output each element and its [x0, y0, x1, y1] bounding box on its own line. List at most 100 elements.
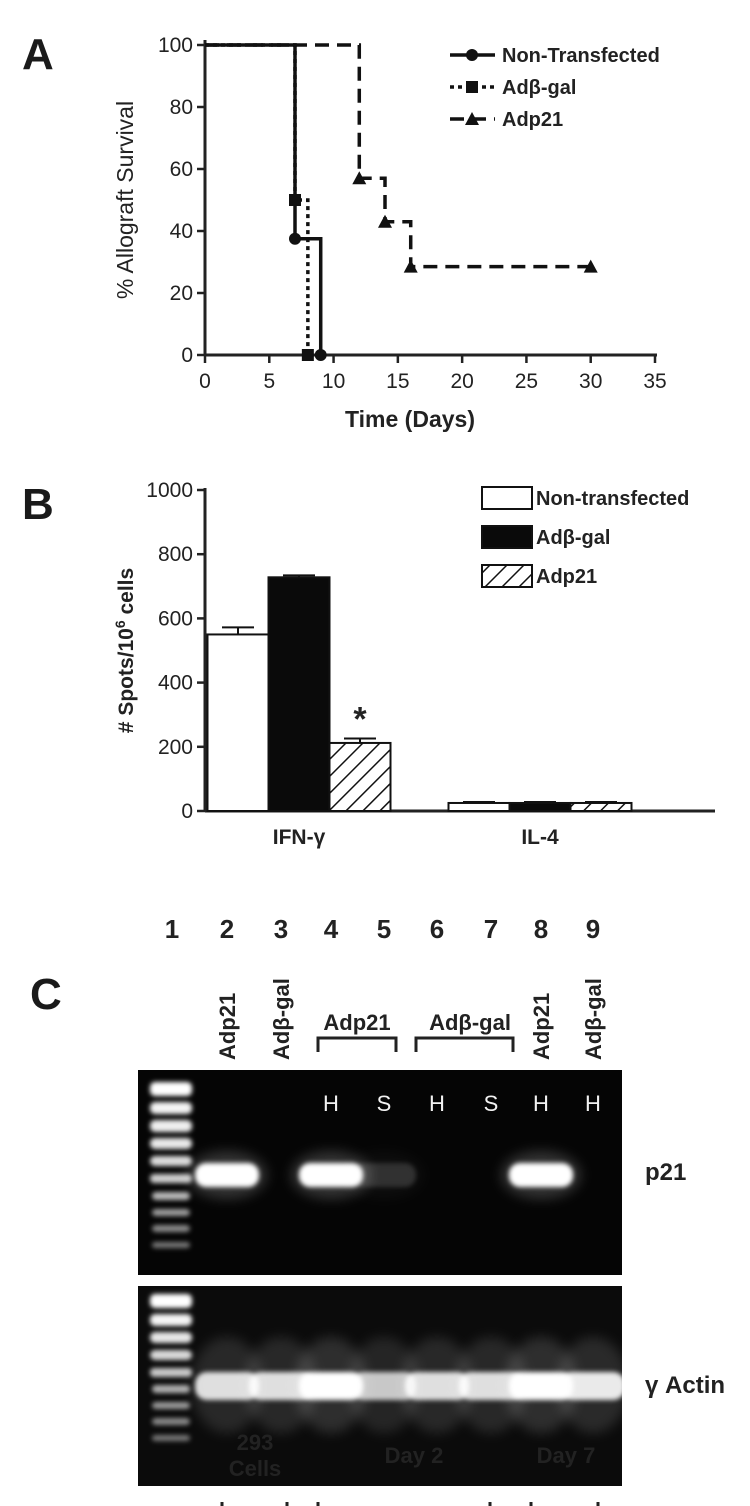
legend-label: Adβ-gal [536, 527, 610, 549]
marker-circle [314, 349, 327, 361]
y-tick-label: 600 [158, 607, 193, 630]
tissue-label-5: S [377, 1091, 392, 1116]
bottom-label-293: 293 [236, 1430, 274, 1455]
bottom-label-cells: Cells [228, 1456, 282, 1481]
lane-label-2: Adp21 [215, 993, 240, 1060]
y-tick-label: 40 [170, 220, 193, 243]
x-tick-label: 5 [263, 370, 275, 393]
marker-triangle [352, 171, 367, 185]
bar [569, 801, 633, 813]
lane-label-9: Adβ-gal [581, 978, 606, 1060]
bottom-label-day7: Day 7 [536, 1443, 596, 1468]
significance-annotation: * [353, 700, 367, 738]
lane-number: 2 [220, 914, 234, 944]
actin-band [299, 1372, 363, 1400]
actin-band [405, 1372, 469, 1400]
x-tick-label: 15 [386, 370, 409, 393]
bracket-day7 [529, 1502, 600, 1506]
bracket-day2 [316, 1502, 492, 1506]
y-tick-label: 800 [158, 543, 193, 566]
legend-swatch [481, 525, 533, 549]
p21-band [509, 1163, 573, 1187]
marker-square [289, 194, 301, 206]
legend-label: Non-transfected [536, 488, 689, 510]
lane-numbers: 1 2 3 4 5 6 7 8 9 [165, 914, 600, 944]
series-line [205, 43, 310, 355]
bracket-293-cells [220, 1502, 289, 1506]
y-tick-label: 0 [181, 800, 193, 823]
lane-number: 8 [534, 914, 548, 944]
x-tick-label: 20 [450, 370, 473, 393]
gel-figure: 1 2 3 4 5 6 7 8 9 Adp21 Adβ-gal Adp21 Ad… [138, 914, 725, 1506]
x-tick-label: 30 [579, 370, 602, 393]
y-axis-label: # Spots/106 cells [112, 568, 138, 733]
panel-letter-a: A [22, 30, 54, 79]
category-label: IL-4 [521, 826, 559, 849]
bar [267, 576, 331, 812]
marker-triangle [378, 214, 392, 228]
actin-band [352, 1372, 416, 1400]
legend-swatch [481, 564, 533, 588]
category-label: IFN-γ [273, 826, 326, 849]
legend-swatch [481, 486, 533, 510]
p21-bands [187, 1151, 581, 1199]
y-tick-label: 400 [158, 672, 193, 695]
x-tick-label: 10 [322, 370, 345, 393]
group-label-adbgal: Adβ-gal [429, 1010, 511, 1035]
y-tick-label: 20 [170, 282, 193, 305]
y-tick-label: 60 [170, 158, 193, 181]
y-tick-label: 100 [158, 34, 193, 57]
elispot-bar-chart: 0 200 400 600 800 1000 # Spots/106 cells IFN-γ I… [112, 479, 715, 849]
actin-band [509, 1372, 573, 1400]
marker-circle [466, 49, 478, 61]
lane-number: 4 [324, 914, 339, 944]
actin-band [561, 1372, 625, 1400]
tissue-label-7: S [484, 1091, 499, 1116]
actin-bands [191, 1337, 629, 1433]
group-label-adp21: Adp21 [323, 1010, 390, 1035]
tissue-label-9: H [585, 1091, 601, 1116]
marker-triangle [403, 259, 418, 273]
survival-chart: 0 5 10 15 20 25 30 35 0 20 40 60 80 100 Time (Days) % A… [112, 34, 667, 432]
p21-band [195, 1163, 259, 1187]
y-tick-label: 1000 [146, 479, 193, 502]
x-axis-label: Time (Days) [345, 406, 475, 432]
tissue-label-6: H [429, 1091, 445, 1116]
panel-letter-b: B [22, 480, 54, 529]
panel-letter-c: C [30, 970, 62, 1019]
lane-label-3: Adβ-gal [269, 978, 294, 1060]
actin-band [195, 1372, 259, 1400]
marker-triangle [583, 259, 598, 273]
legend-label: Adβ-gal [502, 77, 576, 99]
group-adbgal: Adβ-gal [414, 1010, 515, 1052]
series-line [205, 43, 591, 269]
lane-number: 6 [430, 914, 444, 944]
y-tick-label: 0 [181, 344, 193, 367]
y-tick-label: 80 [170, 96, 193, 119]
legend-label: Adp21 [536, 566, 597, 588]
band-label-p21: p21 [645, 1159, 686, 1186]
y-tick-label: 200 [158, 736, 193, 759]
band-label-actin: γ Actin [645, 1372, 725, 1399]
bar [508, 801, 572, 813]
lane-number: 3 [274, 914, 288, 944]
marker-square [301, 349, 314, 361]
series-line [205, 43, 323, 355]
marker-triangle [465, 112, 479, 125]
y-axis-label: % Allograft Survival [112, 101, 138, 299]
bottom-label-293-cells: 293 Cells [215, 1430, 295, 1482]
x-tick-label: 25 [515, 370, 538, 393]
lane-number: 5 [377, 914, 391, 944]
lane-number: 1 [165, 914, 179, 944]
bar [328, 741, 392, 812]
marker-square [466, 81, 478, 93]
tissue-label-8: H [533, 1091, 549, 1116]
legend-label: Adp21 [502, 109, 563, 131]
lane-label-8: Adp21 [529, 993, 554, 1060]
tissue-label-4: H [323, 1091, 339, 1116]
lane-number: 7 [484, 914, 498, 944]
dna-ladder-bottom [150, 1294, 192, 1441]
bar [447, 801, 511, 813]
bar [206, 633, 270, 812]
p21-band [299, 1163, 363, 1187]
